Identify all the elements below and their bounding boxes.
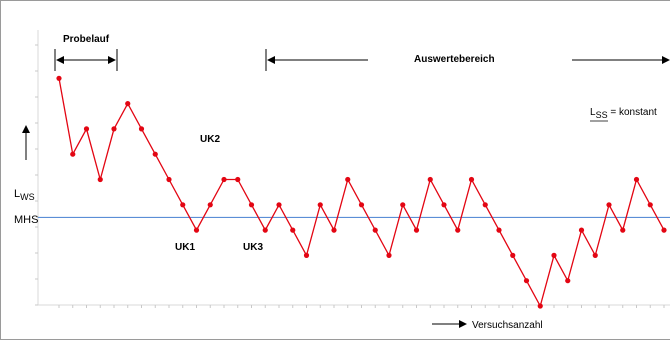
data-point: [551, 252, 557, 258]
data-point: [83, 126, 90, 132]
data-point: [496, 227, 502, 233]
data-point: [358, 202, 365, 208]
data-point: [331, 227, 337, 233]
data-point: [180, 202, 186, 208]
data-point: [207, 202, 213, 208]
uk1-label: UK1: [175, 242, 195, 253]
data-point: [386, 252, 392, 258]
data-point: [537, 303, 543, 309]
data-point: [482, 202, 488, 208]
y-axis-ticks: [35, 44, 38, 306]
data-point: [606, 202, 612, 208]
data-point: [565, 278, 571, 284]
data-point: [97, 176, 103, 183]
data-point: [111, 126, 117, 132]
data-point: [523, 278, 530, 284]
data-point: [125, 101, 131, 107]
data-point: [372, 227, 378, 233]
uk3-label: UK3: [243, 242, 263, 253]
data-point: [70, 151, 76, 157]
data-point: [248, 202, 255, 208]
data-point: [441, 202, 447, 208]
data-point: [290, 227, 296, 233]
data-point: [152, 151, 158, 157]
y-reference-label: LWS: [14, 188, 35, 202]
data-point: [262, 227, 268, 233]
data-point: [400, 202, 406, 208]
x-axis-label: Versuchsanzahl: [472, 320, 543, 331]
data-point: [633, 176, 640, 183]
data-point: [578, 227, 585, 233]
data-point: [317, 202, 323, 208]
x-axis-ticks: [58, 305, 665, 308]
data-point: [620, 227, 626, 233]
uk2-label: UK2: [200, 134, 220, 145]
data-point: [138, 126, 145, 132]
probelauf-label: Probelauf: [63, 34, 110, 45]
data-point: [413, 227, 420, 233]
series-line: [58, 78, 665, 308]
data-point: [427, 176, 433, 183]
data-point: [592, 252, 598, 258]
data-point: [276, 202, 282, 208]
data-point: [166, 176, 172, 183]
mhs-label: MHS: [14, 214, 38, 226]
data-point: [455, 227, 461, 233]
data-point: [56, 75, 62, 81]
series-points: [56, 75, 667, 309]
auswertebereich-label: Auswertebereich: [414, 54, 495, 65]
data-point: [510, 252, 516, 258]
lss-constant-note: LSS = konstant: [590, 107, 657, 120]
data-point: [661, 227, 667, 233]
data-point: [193, 227, 200, 233]
data-point: [235, 176, 241, 183]
data-point: [468, 176, 475, 183]
data-point: [345, 176, 351, 183]
data-point: [647, 202, 653, 208]
data-point: [303, 252, 310, 258]
data-point: [221, 176, 227, 183]
